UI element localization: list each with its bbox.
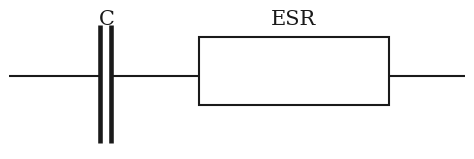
Text: ESR: ESR [271,10,317,29]
Text: C: C [99,10,115,29]
Bar [199,37,389,105]
